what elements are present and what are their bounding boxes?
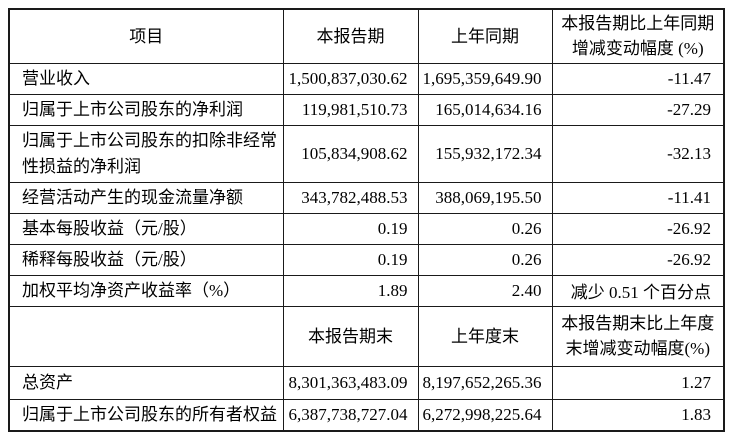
row-item-label: 基本每股收益（元/股） xyxy=(8,212,284,245)
row-change-value: 减少 0.51 个百分点 xyxy=(551,274,725,307)
row-prior-value: 155,932,172.34 xyxy=(417,124,553,183)
row-current-value: 0.19 xyxy=(282,243,419,276)
table-row-revenue: 营业收入 1,500,837,030.62 1,695,359,649.90 -… xyxy=(8,62,725,95)
row-change-value: -27.29 xyxy=(551,93,725,126)
table-row-owners-equity: 归属于上市公司股东的所有者权益 6,387,738,727.04 6,272,9… xyxy=(8,398,725,432)
header-prior-period: 上年同期 xyxy=(417,8,553,64)
row-current-value: 343,782,488.53 xyxy=(282,181,419,214)
row-item-label: 稀释每股收益（元/股） xyxy=(8,243,284,276)
row-prior-value: 1,695,359,649.90 xyxy=(417,62,553,95)
table-row-net-profit: 归属于上市公司股东的净利润 119,981,510.73 165,014,634… xyxy=(8,93,725,126)
row-change-value: -11.47 xyxy=(551,62,725,95)
row-prior-value: 0.26 xyxy=(417,243,553,276)
table-row-deducted-net-profit: 归属于上市公司股东的扣除非经常性损益的净利润 105,834,908.62 15… xyxy=(8,124,725,183)
row-prior-value: 165,014,634.16 xyxy=(417,93,553,126)
row-current-value: 1.89 xyxy=(282,274,419,307)
row-change-value: -32.13 xyxy=(551,124,725,183)
table-row-basic-eps: 基本每股收益（元/股） 0.19 0.26 -26.92 xyxy=(8,212,725,245)
row-current-value: 8,301,363,483.09 xyxy=(282,365,419,400)
table-row-weighted-roe: 加权平均净资产收益率（%） 1.89 2.40 减少 0.51 个百分点 xyxy=(8,274,725,307)
row-change-value: -26.92 xyxy=(551,212,725,245)
header-current-period: 本报告期 xyxy=(282,8,419,64)
row-current-value: 105,834,908.62 xyxy=(282,124,419,183)
header-item: 项目 xyxy=(8,8,284,64)
row-item-label: 总资产 xyxy=(8,365,284,400)
header-row-period: 项目 本报告期 上年同期 本报告期比上年同期 增减变动幅度 (%) xyxy=(8,8,725,64)
row-prior-value: 8,197,652,265.36 xyxy=(417,365,553,400)
row-item-label: 加权平均净资产收益率（%） xyxy=(8,274,284,307)
row-change-value: -26.92 xyxy=(551,243,725,276)
header-current-period-end: 本报告期末 xyxy=(282,305,419,367)
header-row-balance: 本报告期末 上年度末 本报告期末比上年度 末增减变动幅度(%) xyxy=(8,305,725,367)
row-change-value: 1.83 xyxy=(551,398,725,432)
row-current-value: 0.19 xyxy=(282,212,419,245)
header-balance-change-line1: 本报告期末比上年度 xyxy=(561,314,715,333)
row-item-label: 营业收入 xyxy=(8,62,284,95)
row-change-value: 1.27 xyxy=(551,365,725,400)
header-change-line1: 本报告期比上年同期 xyxy=(561,14,715,34)
table-row-total-assets: 总资产 8,301,363,483.09 8,197,652,265.36 1.… xyxy=(8,365,725,400)
header-change-line2: 增减变动幅度 (%) xyxy=(571,39,704,59)
header-prior-year-end: 上年度末 xyxy=(417,305,553,367)
row-item-label: 经营活动产生的现金流量净额 xyxy=(8,181,284,214)
row-item-label: 归属于上市公司股东的所有者权益 xyxy=(8,398,284,432)
row-current-value: 1,500,837,030.62 xyxy=(282,62,419,95)
row-current-value: 6,387,738,727.04 xyxy=(282,398,419,432)
table-row-diluted-eps: 稀释每股收益（元/股） 0.19 0.26 -26.92 xyxy=(8,243,725,276)
header-balance-change-pct: 本报告期末比上年度 末增减变动幅度(%) xyxy=(551,305,725,367)
financial-summary-table: 项目 本报告期 上年同期 本报告期比上年同期 增减变动幅度 (%) 营业收入 1… xyxy=(8,8,725,432)
header-item-empty xyxy=(8,305,284,367)
table-row-operating-cash-flow: 经营活动产生的现金流量净额 343,782,488.53 388,069,195… xyxy=(8,181,725,214)
report-page: 项目 本报告期 上年同期 本报告期比上年同期 增减变动幅度 (%) 营业收入 1… xyxy=(8,8,725,432)
row-current-value: 119,981,510.73 xyxy=(282,93,419,126)
row-prior-value: 6,272,998,225.64 xyxy=(417,398,553,432)
row-change-value: -11.41 xyxy=(551,181,725,214)
header-balance-change-line2: 末增减变动幅度(%) xyxy=(565,339,710,358)
row-prior-value: 388,069,195.50 xyxy=(417,181,553,214)
row-prior-value: 2.40 xyxy=(417,274,553,307)
header-change-pct: 本报告期比上年同期 增减变动幅度 (%) xyxy=(551,8,725,64)
row-item-label: 归属于上市公司股东的扣除非经常性损益的净利润 xyxy=(8,124,284,183)
row-prior-value: 0.26 xyxy=(417,212,553,245)
row-item-label: 归属于上市公司股东的净利润 xyxy=(8,93,284,126)
